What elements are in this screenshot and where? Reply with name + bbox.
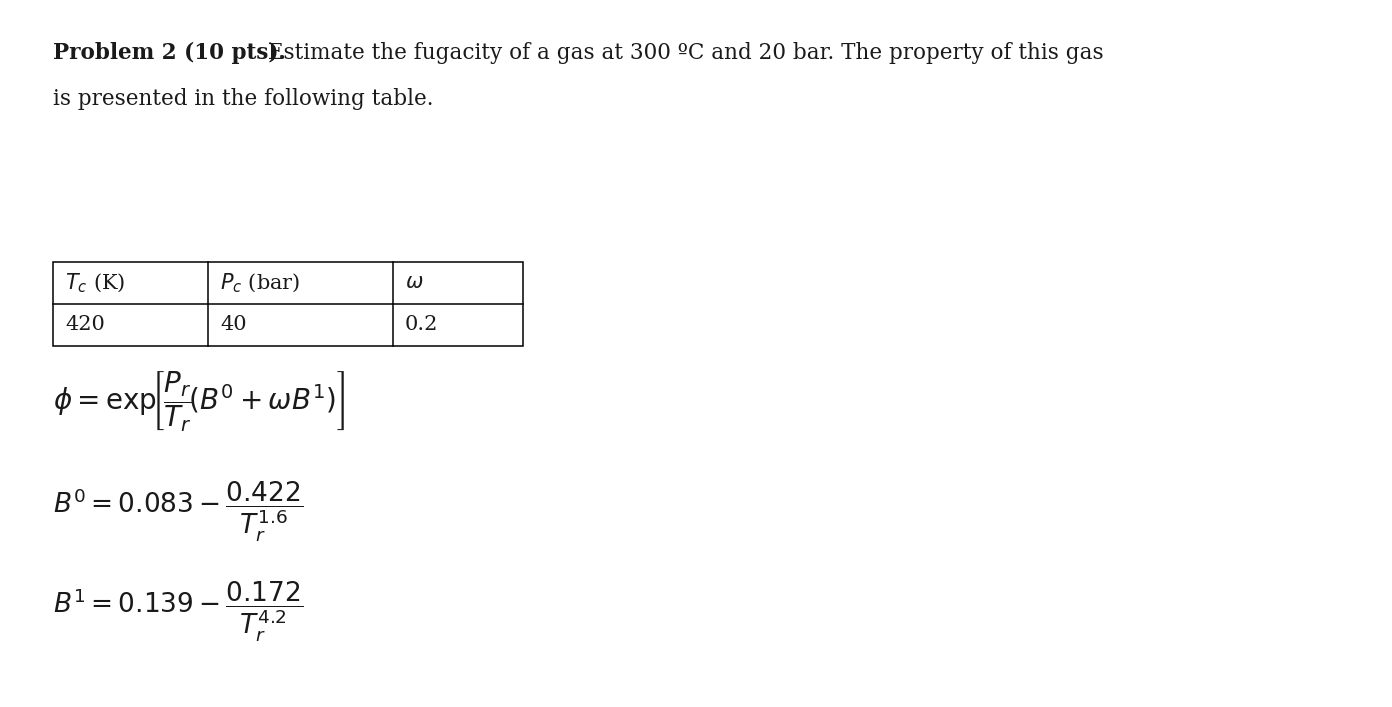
- Text: 420: 420: [65, 315, 104, 334]
- Text: is presented in the following table.: is presented in the following table.: [53, 88, 433, 110]
- Text: Problem 2 (10 pts).: Problem 2 (10 pts).: [53, 42, 285, 64]
- Text: 40: 40: [220, 315, 246, 334]
- Text: $\phi = \mathrm{exp}\!\left[\dfrac{P_r}{T_r}\!\left(B^0 + \omega B^1\right)\righ: $\phi = \mathrm{exp}\!\left[\dfrac{P_r}{…: [53, 370, 345, 434]
- Text: $P_c$ (bar): $P_c$ (bar): [220, 271, 301, 295]
- Text: $T_c$ (K): $T_c$ (K): [65, 271, 125, 295]
- Text: $\omega$: $\omega$: [405, 274, 423, 293]
- Text: 0.2: 0.2: [405, 315, 438, 334]
- Text: $B^0 = 0.083 - \dfrac{0.422}{T_r^{1.6}}$: $B^0 = 0.083 - \dfrac{0.422}{T_r^{1.6}}$: [53, 480, 303, 544]
- Text: Estimate the fugacity of a gas at 300 ºC and 20 bar. The property of this gas: Estimate the fugacity of a gas at 300 ºC…: [262, 42, 1104, 64]
- Bar: [53, 262, 523, 346]
- Text: $B^1 = 0.139 - \dfrac{0.172}{T_r^{4.2}}$: $B^1 = 0.139 - \dfrac{0.172}{T_r^{4.2}}$: [53, 580, 303, 644]
